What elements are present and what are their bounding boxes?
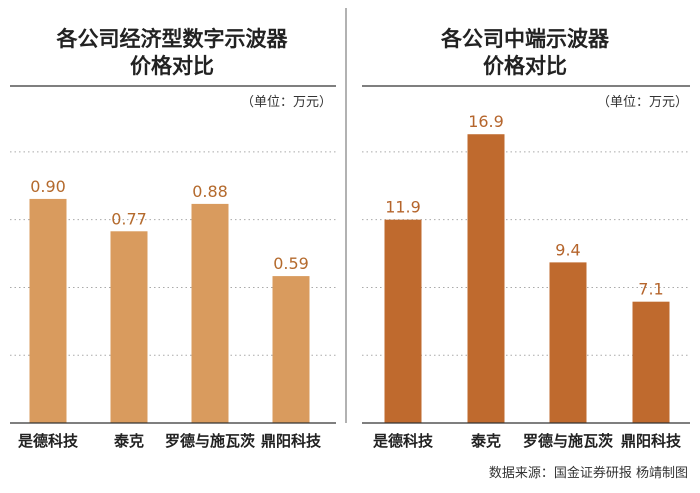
- left-unit-label: （单位：万元）: [241, 95, 332, 110]
- left-bars: 0.90 是德科技 0.77 泰克 0.88 罗德与施瓦茨 0.59 鼎阳科技: [17, 177, 322, 450]
- right-unit-label: （单位：万元）: [597, 95, 688, 110]
- right-category-label: 泰克: [470, 432, 501, 450]
- left-category-label: 泰克: [113, 432, 144, 450]
- right-bar: [632, 301, 670, 423]
- left-bar: [272, 276, 310, 423]
- left-title-line1: 各公司经济型数字示波器: [56, 27, 289, 51]
- right-bars: 11.9 是德科技 16.9 泰克 9.4 罗德与施瓦茨 7.1 鼎阳科技: [372, 112, 682, 450]
- left-chart: 各公司经济型数字示波器 价格对比 （单位：万元） 0.90是德科技0.77泰克0…: [10, 27, 336, 450]
- right-chart: 各公司中端示波器 价格对比 （单位：万元） 11.9 是德科技 16.9 泰克 9.4 罗…: [362, 27, 690, 450]
- left-bar: [110, 231, 148, 423]
- right-bar: [384, 219, 422, 423]
- right-bar: [549, 262, 587, 423]
- right-bar-value-label: 9.4: [555, 240, 580, 259]
- right-bar-value-label: 7.1: [638, 280, 663, 299]
- left-bar: [29, 198, 67, 423]
- left-bar-value-label: 0.90: [30, 177, 66, 196]
- right-title-line2: 价格对比: [483, 54, 567, 78]
- left-bar-value-label: 0.77: [111, 209, 147, 228]
- left-bar-value-label: 0.88: [192, 182, 228, 201]
- left-category-label: 罗德与施瓦茨: [165, 432, 255, 450]
- right-title-line1: 各公司中端示波器: [440, 27, 610, 51]
- left-bar-value-label: 0.59: [273, 254, 309, 273]
- left-title-line2: 价格对比: [130, 54, 214, 78]
- left-category-label: 是德科技: [17, 432, 79, 450]
- right-bar: [467, 134, 505, 424]
- left-category-label: 鼎阳科技: [261, 432, 322, 450]
- source-note: 数据来源：国金证券研报 杨靖制图: [488, 466, 688, 481]
- right-category-label: 是德科技: [372, 432, 434, 450]
- right-category-label: 鼎阳科技: [621, 432, 682, 450]
- right-bar-value-label: 16.9: [468, 112, 504, 131]
- right-bar-value-label: 11.9: [385, 198, 421, 217]
- right-category-label: 罗德与施瓦茨: [523, 432, 613, 450]
- left-bar: [191, 203, 229, 423]
